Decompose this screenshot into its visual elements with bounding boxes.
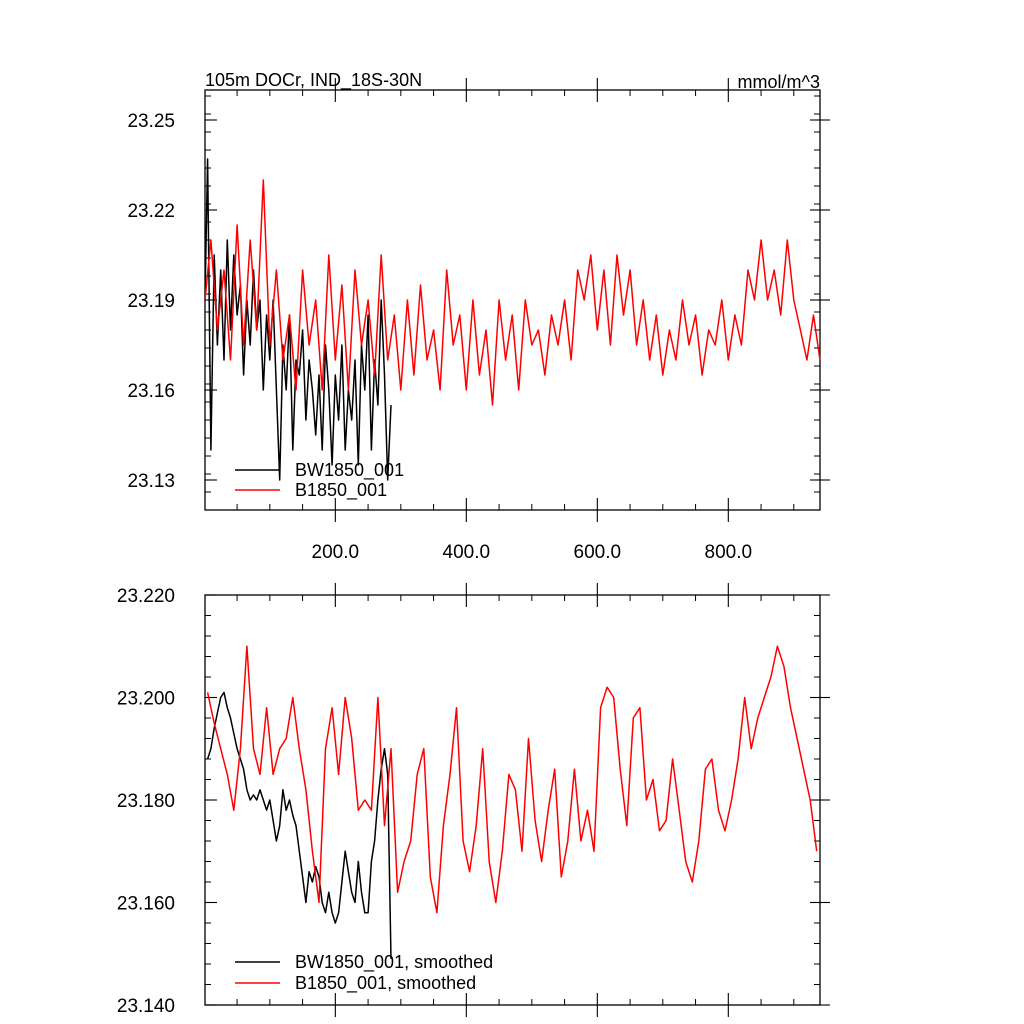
top-x-tick-label: 600.0 <box>574 542 622 563</box>
bottom-y-tick-label: 23.220 <box>117 586 175 607</box>
bottom-y-tick-label: 23.160 <box>117 894 175 915</box>
top-legend-label: BW1850_001 <box>295 460 404 481</box>
top-x-tick-label: 800.0 <box>705 542 753 563</box>
top-y-tick-label: 23.25 <box>127 111 175 132</box>
top-x-axis: 200.0 400.0 600.0 800.0 <box>236 78 795 563</box>
top-y-tick-label: 23.22 <box>127 201 175 222</box>
bottom-y-tick-label: 23.140 <box>117 996 175 1017</box>
top-x-tick-label: 200.0 <box>312 542 360 563</box>
top-panel: 105m DOCr, IND_18S-30N mmol/m^3 23.1323.… <box>127 70 830 563</box>
bottom-y-axis: 23.140 23.160 23.180 23.200 23.220 <box>117 586 830 1017</box>
top-y-tick-label: 23.16 <box>127 381 175 402</box>
bottom-panel: 23.140 23.160 23.180 23.200 23.220 BW1850_00… <box>117 583 830 1017</box>
top-y-tick-label: 23.19 <box>127 291 175 312</box>
bottom-series-lines <box>206 645 818 959</box>
bottom-legend-label: BW1850_001, smoothed <box>295 952 493 973</box>
bottom-series-line-0 <box>206 691 392 959</box>
top-y-tick-label: 23.13 <box>127 471 175 492</box>
bottom-y-tick-label: 23.200 <box>117 689 175 710</box>
top-y-axis: 23.13 23.16 23.19 23.22 23.25 <box>127 95 830 511</box>
top-series-lines <box>204 158 821 481</box>
bottom-plot-frame <box>204 594 821 1006</box>
top-panel-title: 105m DOCr, IND_18S-30N <box>205 70 422 91</box>
bottom-legend-label: B1850_001, smoothed <box>295 973 476 994</box>
top-plot-frame <box>204 89 821 511</box>
top-x-tick-label: 400.0 <box>443 542 491 563</box>
top-series-line-1 <box>204 179 821 406</box>
bottom-y-tick-label: 23.180 <box>117 791 175 812</box>
top-legend-label: B1850_001 <box>295 480 387 501</box>
bottom-x-axis <box>236 583 795 1017</box>
top-panel-units: mmol/m^3 <box>738 72 820 92</box>
bottom-series-line-1 <box>206 645 818 914</box>
